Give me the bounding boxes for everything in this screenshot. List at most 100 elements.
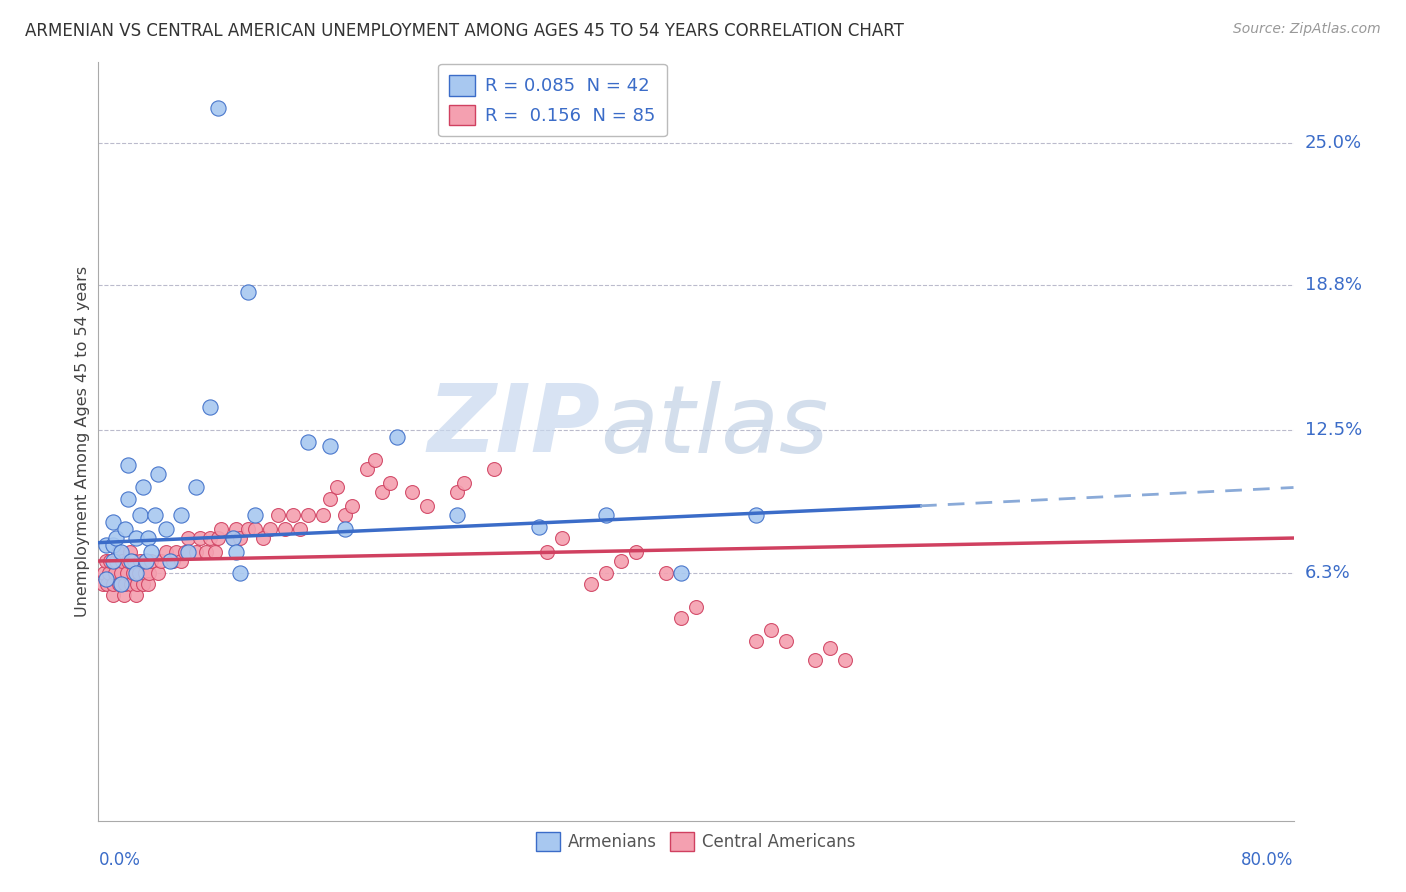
Point <box>107 545 129 559</box>
Point <box>207 531 229 545</box>
Point <box>134 566 156 580</box>
Text: 12.5%: 12.5% <box>1305 421 1362 439</box>
Point <box>96 577 118 591</box>
Point <box>177 545 200 559</box>
Point <box>108 577 131 591</box>
Legend: Armenians, Central Americans: Armenians, Central Americans <box>530 825 862 858</box>
Point <box>229 531 252 545</box>
Point <box>319 439 342 453</box>
Point <box>125 589 148 603</box>
Point <box>288 522 311 536</box>
Point <box>117 554 139 568</box>
Point <box>184 545 207 559</box>
Point <box>110 545 132 559</box>
Text: ZIP: ZIP <box>427 380 600 473</box>
Point <box>148 566 170 580</box>
Point <box>169 508 191 522</box>
Point <box>236 285 259 300</box>
Text: Source: ZipAtlas.com: Source: ZipAtlas.com <box>1233 22 1381 37</box>
Point <box>169 554 191 568</box>
Point <box>326 481 349 495</box>
Point <box>222 531 245 545</box>
Point <box>120 554 142 568</box>
Text: atlas: atlas <box>600 381 828 472</box>
Point <box>834 653 856 667</box>
Point <box>804 653 827 667</box>
Point <box>311 508 333 522</box>
Point <box>128 566 150 580</box>
Point <box>139 545 162 559</box>
Point <box>297 434 319 449</box>
Point <box>136 531 159 545</box>
Point <box>745 508 768 522</box>
Point <box>110 577 132 591</box>
Point <box>527 519 550 533</box>
Point <box>148 467 170 481</box>
Point <box>98 554 122 568</box>
Point <box>401 485 423 500</box>
Point <box>114 577 136 591</box>
Point <box>581 577 603 591</box>
Text: 25.0%: 25.0% <box>1305 134 1362 152</box>
Point <box>132 577 155 591</box>
Point <box>207 102 229 116</box>
Text: 6.3%: 6.3% <box>1305 564 1350 582</box>
Point <box>124 554 146 568</box>
Point <box>229 566 252 580</box>
Point <box>274 522 297 536</box>
Text: ARMENIAN VS CENTRAL AMERICAN UNEMPLOYMENT AMONG AGES 45 TO 54 YEARS CORRELATION : ARMENIAN VS CENTRAL AMERICAN UNEMPLOYMEN… <box>25 22 904 40</box>
Point <box>281 508 304 522</box>
Point <box>209 522 232 536</box>
Point <box>104 566 127 580</box>
Point <box>195 545 218 559</box>
Point <box>371 485 394 500</box>
Point <box>685 599 707 614</box>
Point <box>252 531 274 545</box>
Point <box>118 545 141 559</box>
Point <box>356 462 378 476</box>
Point <box>135 554 157 568</box>
Point <box>114 522 136 536</box>
Point <box>626 545 648 559</box>
Point <box>94 554 117 568</box>
Point <box>117 458 139 472</box>
Point <box>595 566 617 580</box>
Point <box>120 577 142 591</box>
Point <box>225 545 247 559</box>
Point <box>188 531 211 545</box>
Point <box>132 481 155 495</box>
Point <box>127 577 149 591</box>
Point <box>112 589 135 603</box>
Point <box>136 577 159 591</box>
Text: 80.0%: 80.0% <box>1241 851 1294 869</box>
Point <box>416 499 439 513</box>
Point <box>103 554 125 568</box>
Point <box>103 577 125 591</box>
Point <box>105 531 128 545</box>
Point <box>610 554 633 568</box>
Point <box>150 554 173 568</box>
Point <box>184 481 207 495</box>
Point <box>820 641 842 656</box>
Text: 0.0%: 0.0% <box>98 851 141 869</box>
Point <box>245 522 267 536</box>
Point <box>94 573 117 587</box>
Point <box>453 475 475 490</box>
Point <box>669 566 692 580</box>
Point <box>484 462 506 476</box>
Point <box>536 545 558 559</box>
Point <box>669 611 692 625</box>
Point <box>174 545 197 559</box>
Point <box>745 634 768 648</box>
Point <box>135 554 157 568</box>
Point <box>267 508 290 522</box>
Point <box>759 623 782 637</box>
Point <box>446 485 468 500</box>
Point <box>177 531 200 545</box>
Point <box>162 554 184 568</box>
Point <box>121 566 143 580</box>
Point <box>111 554 134 568</box>
Point <box>155 522 177 536</box>
Point <box>200 400 222 414</box>
Point <box>97 566 120 580</box>
